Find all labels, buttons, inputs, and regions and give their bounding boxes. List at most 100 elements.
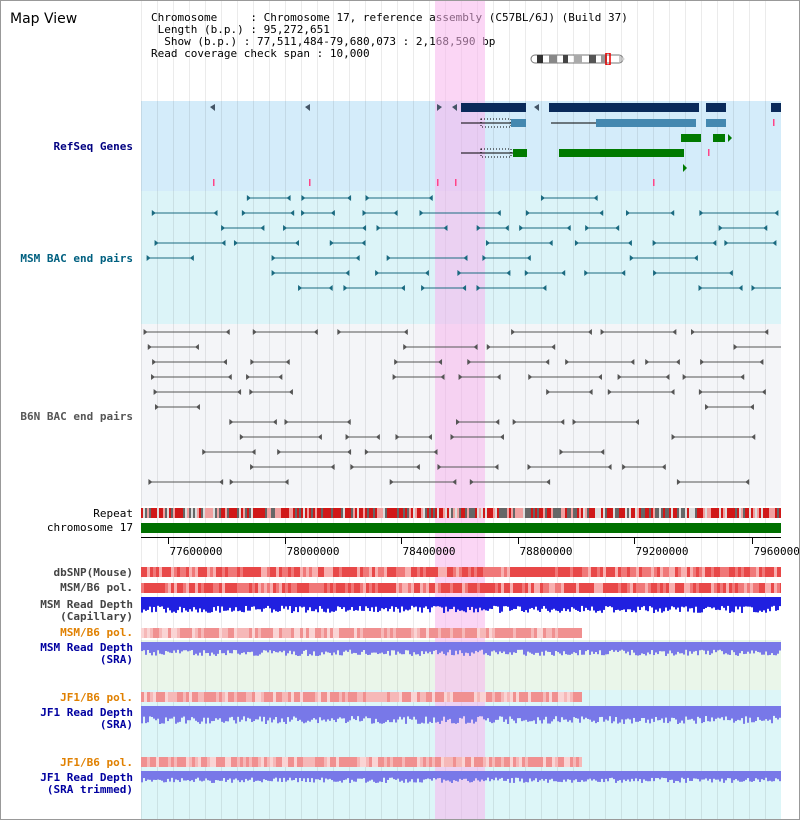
polymorphism-depth-tracks[interactable] <box>141 567 781 807</box>
repeat-mark <box>489 508 491 518</box>
depth-bar <box>673 771 675 783</box>
pol-cell <box>525 692 528 702</box>
depth-bar <box>143 597 145 610</box>
pol-cell <box>144 692 147 702</box>
jf1-depth-trim-line2: (SRA trimmed) <box>46 783 133 796</box>
pol-cell <box>150 567 153 577</box>
pol-cell <box>435 757 438 767</box>
pol-cell <box>444 692 447 702</box>
depth-bar <box>147 771 149 780</box>
repeat-mark <box>449 508 451 518</box>
refseq-genes-track[interactable] <box>141 101 781 191</box>
depth-bar <box>483 771 485 782</box>
depth-bar <box>567 706 569 722</box>
depth-bar <box>575 706 577 719</box>
pol-cell <box>168 583 171 593</box>
chromosome-bar[interactable] <box>141 523 781 533</box>
depth-bar <box>619 597 621 611</box>
track-label-msm-depth-sra[interactable]: MSM Read Depth (SRA) <box>40 642 133 666</box>
pol-cell <box>294 692 297 702</box>
depth-bar <box>463 597 465 612</box>
repeat-mark <box>445 508 447 518</box>
grid-line <box>749 1 750 819</box>
pol-cell <box>471 757 474 767</box>
track-label-refseq[interactable]: RefSeq Genes <box>53 140 133 153</box>
repeat-mark <box>683 508 685 518</box>
pol-cell <box>207 628 210 638</box>
depth-bar <box>307 771 309 779</box>
repeat-mark <box>163 508 165 518</box>
depth-bar <box>483 706 485 720</box>
depth-bar <box>595 642 597 653</box>
depth-bar <box>173 706 175 717</box>
depth-bar <box>687 706 689 720</box>
depth-bar <box>349 642 351 650</box>
depth-bar <box>345 706 347 724</box>
pol-cell <box>747 583 750 593</box>
depth-bar <box>499 597 501 613</box>
grid-line <box>429 1 430 819</box>
pol-cell <box>357 757 360 767</box>
pol-cell <box>309 692 312 702</box>
depth-bar <box>411 771 413 780</box>
bac-end <box>347 195 352 201</box>
track-label-dbsnp[interactable]: dbSNP(Mouse) <box>53 566 133 579</box>
bac-end <box>450 434 455 440</box>
bac-end <box>375 270 380 276</box>
depth-bar <box>263 642 265 651</box>
depth-bar <box>295 706 297 718</box>
track-label-jf1-b6-pol-2[interactable]: JF1/B6 pol. <box>60 756 133 769</box>
bac-end <box>504 225 509 231</box>
selected-region-highlight[interactable] <box>435 1 485 819</box>
b6n-bac-end-pairs-track[interactable] <box>141 324 781 506</box>
depth-bar <box>585 706 587 718</box>
track-label-jf1-b6-pol-1[interactable]: JF1/B6 pol. <box>60 691 133 704</box>
pol-cell <box>498 757 501 767</box>
pol-cell <box>534 567 537 577</box>
depth-bar <box>201 597 203 613</box>
pol-cell <box>600 583 603 593</box>
repeat-track[interactable] <box>141 508 781 518</box>
track-label-jf1-depth-sra[interactable]: JF1 Read Depth (SRA) <box>40 707 133 731</box>
depth-bar <box>145 706 147 724</box>
pol-cell <box>225 692 228 702</box>
pol-cell <box>729 583 732 593</box>
depth-bar <box>759 597 761 611</box>
track-label-msm-bac[interactable]: MSM BAC end pairs <box>20 252 133 265</box>
depth-bar <box>679 642 681 654</box>
pol-cell <box>426 692 429 702</box>
pol-cell <box>291 583 294 593</box>
pol-cell <box>258 628 261 638</box>
pol-cell <box>282 628 285 638</box>
pol-cell <box>570 583 573 593</box>
depth-bar <box>645 706 647 723</box>
pol-cell <box>441 628 444 638</box>
pol-cell <box>363 583 366 593</box>
track-label-jf1-depth-trimmed[interactable]: JF1 Read Depth (SRA trimmed) <box>40 772 133 796</box>
pol-cell <box>306 757 309 767</box>
pol-cell <box>303 567 306 577</box>
depth-bar <box>625 642 627 654</box>
depth-bar <box>537 597 539 611</box>
track-label-b6n-bac[interactable]: B6N BAC end pairs <box>20 410 133 423</box>
depth-bar <box>653 597 655 613</box>
depth-bar <box>535 706 537 724</box>
pol-cell <box>558 692 561 702</box>
depth-bar <box>151 771 153 782</box>
depth-bar <box>401 642 403 655</box>
depth-bar <box>299 706 301 720</box>
track-label-msm-b6-pol-2[interactable]: MSM/B6 pol. <box>60 626 133 639</box>
pol-cell <box>414 757 417 767</box>
track-label-msm-depth-capillary[interactable]: MSM Read Depth (Capillary) <box>40 599 133 623</box>
depth-bar <box>357 771 359 779</box>
repeat-mark <box>621 508 623 518</box>
pol-cell <box>228 628 231 638</box>
pol-cell <box>417 628 420 638</box>
depth-bar <box>525 771 527 782</box>
chromosome-ideogram[interactable] <box>529 53 629 65</box>
depth-bar <box>533 642 535 655</box>
track-label-msm-b6-pol-1[interactable]: MSM/B6 pol. <box>60 581 133 594</box>
pol-cell <box>297 583 300 593</box>
msm-bac-end-pairs-track[interactable] <box>141 191 781 324</box>
depth-bar <box>751 597 753 608</box>
